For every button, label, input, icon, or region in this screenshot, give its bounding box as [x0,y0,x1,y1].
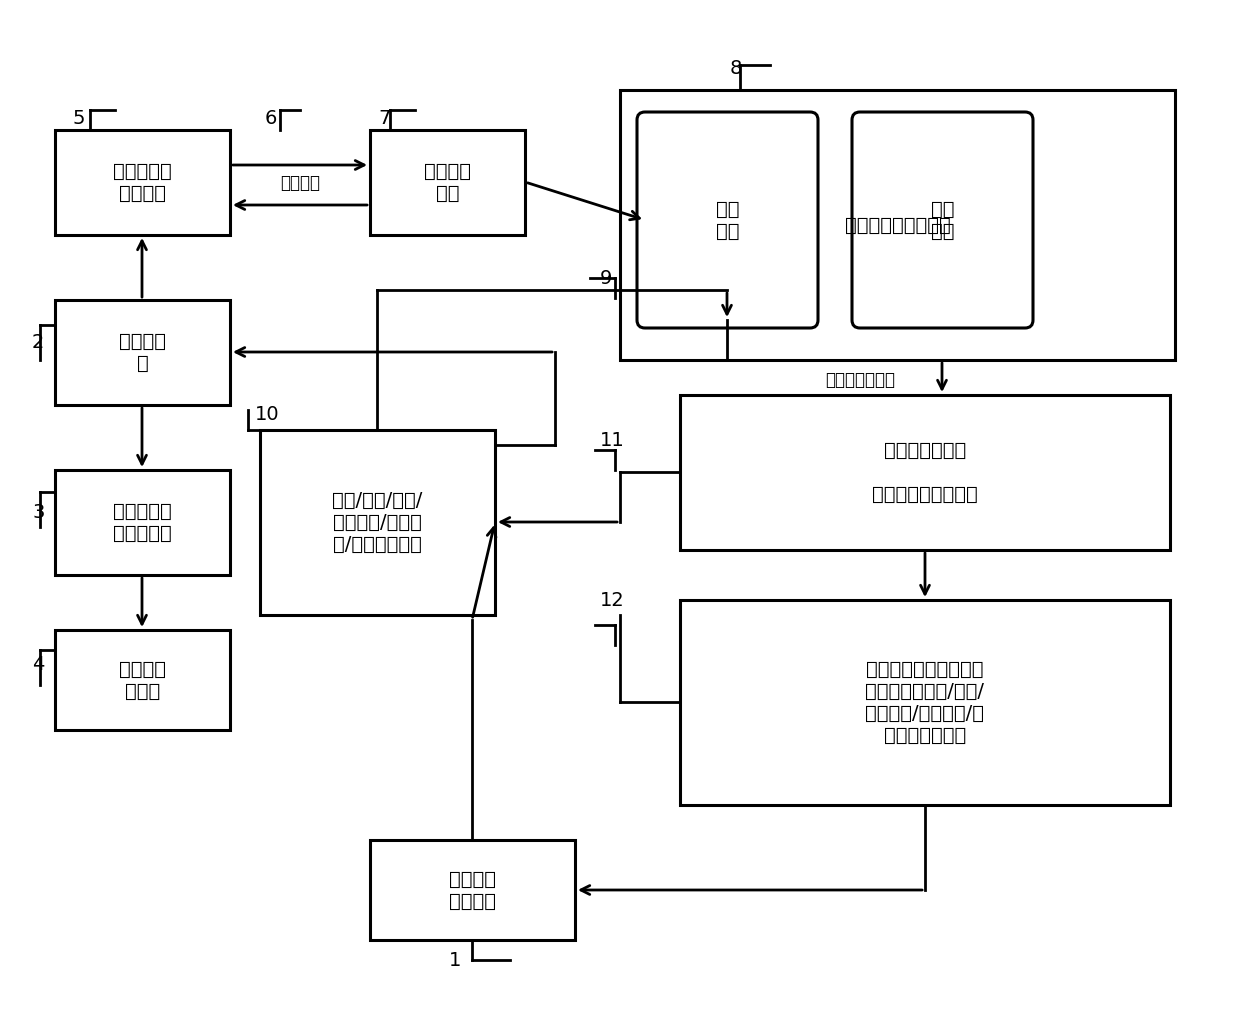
Bar [620,90,1176,360]
Text: 电动车驱
动机构: 电动车驱 动机构 [119,660,166,700]
Text: 电动机电
源电瓶组: 电动机电 源电瓶组 [449,870,496,911]
Text: 7: 7 [378,109,391,127]
Text: 2: 2 [32,332,45,352]
Text: 励磁
绕组: 励磁 绕组 [715,199,739,241]
Text: 直流电动
机: 直流电动 机 [119,332,166,373]
FancyBboxPatch shape [637,112,818,328]
Text: 电动机尾端
轴皮带轮: 电动机尾端 轴皮带轮 [113,162,172,203]
Text: 3: 3 [32,503,45,521]
Text: 9: 9 [600,268,613,288]
Text: 电动机前端
轴驱动机构: 电动机前端 轴驱动机构 [113,502,172,543]
Text: 三角皮带: 三角皮带 [280,174,320,192]
Text: 6: 6 [265,109,278,127]
Bar [55,470,229,575]
Text: 8: 8 [730,59,743,77]
Text: 单相或三相输出: 单相或三相输出 [825,371,895,389]
Bar [370,840,575,940]
Bar [680,395,1171,550]
Text: 4: 4 [32,656,45,674]
Text: 11: 11 [600,431,625,449]
FancyBboxPatch shape [852,112,1033,328]
Text: 12: 12 [600,590,625,610]
Text: 10: 10 [255,405,280,425]
Text: 皮带轮减
速器: 皮带轮减 速器 [424,162,471,203]
Text: 1: 1 [449,951,461,969]
Bar [55,130,229,235]
Text: 反馈一路或多路低压整
流充电电路指示/控制/
自动控制/自动保护/自
动恢复充电电路: 反馈一路或多路低压整 流充电电路指示/控制/ 自动控制/自动保护/自 动恢复充电… [866,660,985,745]
Text: 高压
绕组: 高压 绕组 [931,199,955,241]
Bar [680,600,1171,805]
Bar [370,130,525,235]
Bar [55,630,229,730]
Bar [260,430,495,615]
Bar [55,300,229,405]
Text: 5: 5 [72,109,84,127]
Text: 励磁/指示/控制/
自动控制/自动保
护/自动恢复电路: 励磁/指示/控制/ 自动控制/自动保 护/自动恢复电路 [332,491,423,554]
Text: 低速高压交流发电机: 低速高压交流发电机 [844,216,950,234]
Text: 降压变压器交流

一路或多路低压输出: 降压变压器交流 一路或多路低压输出 [872,441,978,504]
